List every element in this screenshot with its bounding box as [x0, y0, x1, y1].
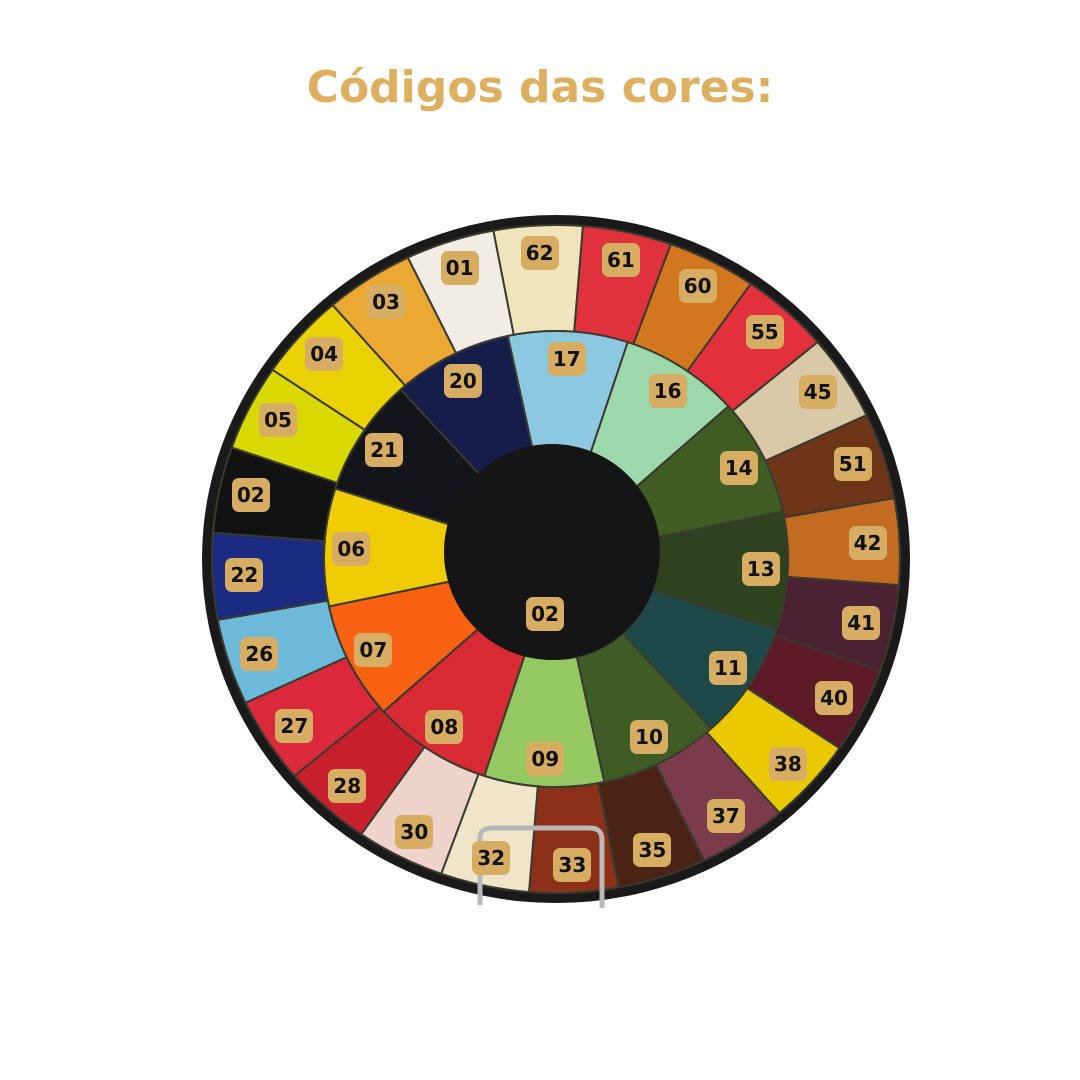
- color-code-label: 09: [526, 741, 565, 776]
- color-code-label: 35: [633, 833, 672, 868]
- color-code-label: 32: [472, 841, 511, 876]
- color-code-label: 21: [365, 433, 404, 468]
- color-code-label: 13: [741, 552, 780, 587]
- color-code-label: 28: [328, 769, 367, 804]
- color-code-label: 45: [798, 375, 837, 410]
- color-code-label: 30: [395, 814, 434, 849]
- color-code-label: 04: [305, 337, 344, 372]
- color-code-label: 22: [225, 558, 264, 592]
- page-title: Códigos das cores:: [306, 62, 774, 113]
- color-code-label: 05: [259, 403, 297, 438]
- color-code-label: 60: [678, 269, 717, 304]
- color-code-label: 38: [768, 746, 807, 781]
- color-code-label: 37: [706, 798, 745, 833]
- plate-stand: [477, 825, 605, 908]
- color-code-label: 10: [630, 720, 669, 755]
- color-code-label: 33: [553, 847, 592, 882]
- center-disc: [444, 444, 660, 660]
- color-code-label: 62: [520, 236, 559, 271]
- color-code-label: 07: [354, 632, 393, 667]
- color-code-label: 55: [745, 314, 784, 349]
- color-code-label: 41: [842, 605, 881, 640]
- color-code-label: 11: [708, 650, 747, 685]
- color-code-label: 51: [833, 447, 872, 482]
- color-code-label: 26: [240, 636, 279, 671]
- color-code-label: 16: [648, 374, 687, 409]
- color-code-label: 08: [425, 709, 464, 744]
- color-code-label: 03: [367, 285, 406, 320]
- inner-ring: [323, 330, 789, 788]
- color-code-label: 61: [601, 242, 640, 277]
- color-code-label: 02: [231, 478, 270, 513]
- color-code-label: 42: [848, 525, 887, 560]
- color-code-label: 17: [547, 342, 586, 377]
- color-code-label: 14: [719, 451, 758, 486]
- outer-ring: [211, 224, 901, 894]
- color-code-label: 20: [443, 363, 482, 398]
- color-code-label: 27: [275, 708, 314, 743]
- color-code-label: 02: [526, 597, 564, 631]
- color-code-label: 01: [440, 250, 479, 285]
- color-code-label: 06: [332, 531, 371, 566]
- color-code-label: 40: [814, 680, 853, 715]
